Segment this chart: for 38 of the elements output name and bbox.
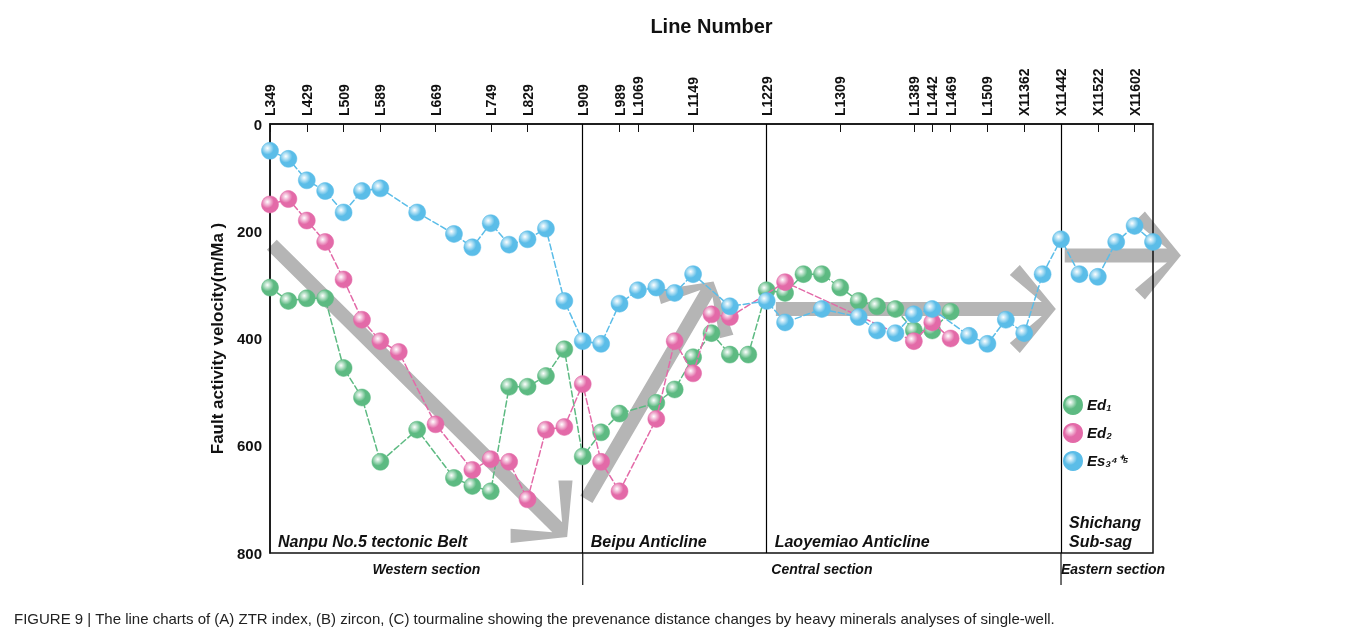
- x-tick-label: X11362: [1016, 68, 1033, 116]
- x-tick-label: L989: [611, 83, 628, 116]
- x-tick-label: L429: [298, 83, 315, 116]
- x-tick-label: L349: [262, 83, 278, 116]
- x-tick-label: L1069: [629, 76, 646, 116]
- x-tick-label: X11602: [1126, 68, 1143, 116]
- x-tick-label: L1442: [924, 76, 941, 116]
- x-tick-label: L1309: [832, 76, 849, 116]
- x-tick-label: L589: [372, 83, 389, 116]
- y-tick-label: 600: [236, 437, 262, 455]
- legend-label: Ed₂: [1087, 424, 1113, 442]
- annotation: Nanpu No.5 tectonic Belt: [278, 533, 469, 550]
- text: Central section: [771, 561, 873, 577]
- x-tick-label: L1389: [905, 76, 922, 116]
- x-tick-label: L1469: [942, 76, 959, 116]
- x-tick-label: L509: [335, 83, 352, 116]
- x-tick-label: L1509: [979, 76, 996, 116]
- y-tick-label: 200: [236, 222, 262, 240]
- x-tick-label: L1229: [758, 76, 775, 116]
- annotation: Laoyemiao Anticline: [774, 533, 930, 550]
- annotation: Shichang Sub-sag: [1069, 514, 1146, 550]
- x-tick-label: X11522: [1089, 68, 1106, 116]
- text: Western section: [372, 561, 481, 577]
- caption: FIGURE 9 | The line charts of (A) ZTR index, (B) zircon, (C) tourmaline showing the prevenance distance changes by heavy minerals analyses of single-well.: [14, 610, 1056, 627]
- x-tick-label: L1149: [685, 76, 702, 116]
- x-tick-label: L909: [574, 83, 591, 116]
- y-tick-label: 400: [236, 330, 262, 347]
- y-tick-label: 800: [236, 544, 262, 562]
- x-tick-label: L669: [427, 83, 444, 116]
- legend-label: Es₃⁴⁺⁵: [1087, 452, 1129, 470]
- x-tick-label: L829: [519, 83, 536, 116]
- x-axis-title: Line Number: [650, 15, 773, 37]
- x-tick-label: L749: [482, 83, 499, 116]
- legend-label: Ed₁: [1087, 396, 1112, 414]
- annotation: Beipu Anticline: [590, 533, 707, 550]
- y-tick-label: 0: [253, 115, 262, 133]
- x-tick-label: X11442: [1053, 68, 1070, 116]
- y-axis-title: Fault activity velocity(m/Ma ): [208, 222, 228, 455]
